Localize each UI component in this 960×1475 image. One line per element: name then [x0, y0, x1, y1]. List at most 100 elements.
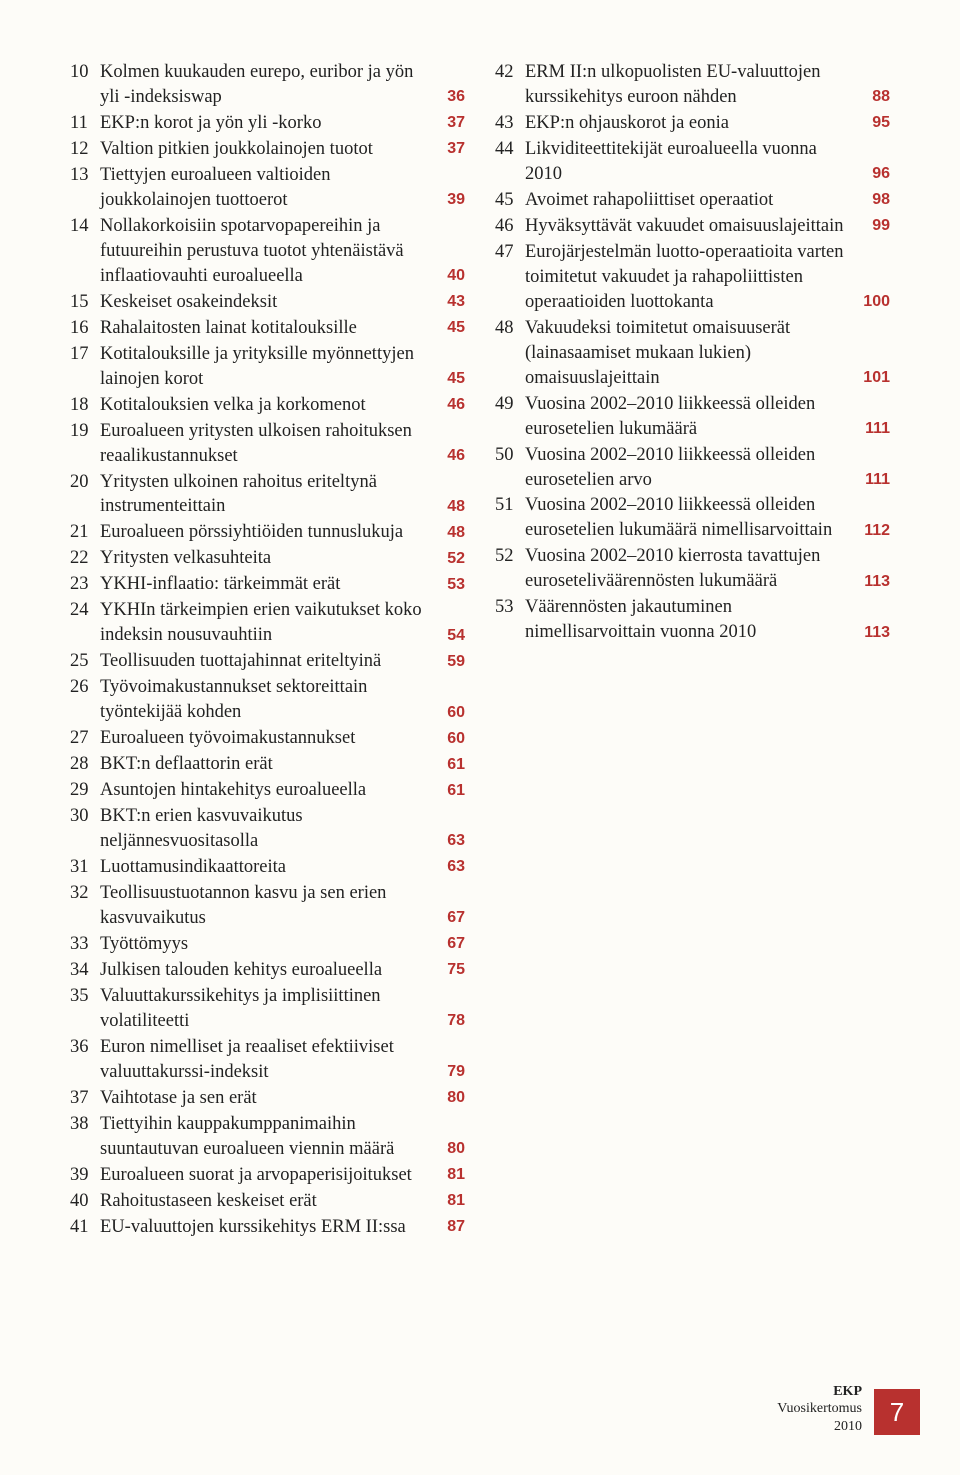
toc-entry: 41EU-valuuttojen kurssikehitys ERM II:ss…: [70, 1215, 465, 1240]
toc-number: 18: [70, 393, 100, 418]
toc-label: Vuosina 2002–2010 liikkeessä olleiden eu…: [525, 493, 850, 543]
toc-label-wrap: Yritysten ulkoinen rahoitus eriteltynä i…: [100, 470, 425, 520]
toc-number: 50: [495, 443, 525, 468]
toc-page: 78: [425, 1010, 465, 1034]
toc-columns: 10Kolmen kuukauden eurepo, euribor ja yö…: [70, 60, 890, 1241]
toc-entry: 50Vuosina 2002–2010 liikkeessä olleiden …: [495, 443, 890, 493]
toc-label: Eurojärjestelmän luotto-operaatioita var…: [525, 240, 850, 315]
toc-number: 10: [70, 60, 100, 85]
toc-label: Valuuttakurssikehitys ja implisiittinen …: [100, 984, 425, 1034]
toc-label-wrap: Työttömyys: [100, 932, 425, 957]
toc-label-wrap: BKT:n erien kasvuvaikutus neljännesvuosi…: [100, 804, 425, 854]
toc-label-wrap: Rahoitustaseen keskeiset erät: [100, 1189, 425, 1214]
toc-number: 34: [70, 958, 100, 983]
toc-number: 28: [70, 752, 100, 777]
toc-label: Avoimet rahapoliittiset operaatiot: [525, 188, 850, 213]
toc-page: 37: [425, 112, 465, 136]
toc-entry: 19Euroalueen yritysten ulkoisen rahoituk…: [70, 419, 465, 469]
toc-page: 37: [425, 138, 465, 162]
toc-label: EKP:n korot ja yön yli -korko: [100, 111, 425, 136]
toc-entry: 40Rahoitustaseen keskeiset erät81: [70, 1189, 465, 1214]
toc-number: 42: [495, 60, 525, 85]
toc-label: Keskeiset osakeindeksit: [100, 290, 425, 315]
toc-entry: 51Vuosina 2002–2010 liikkeessä olleiden …: [495, 493, 890, 543]
toc-label-wrap: BKT:n deflaattorin erät: [100, 752, 425, 777]
toc-label: Valtion pitkien joukkolainojen tuotot: [100, 137, 425, 162]
toc-entry: 11EKP:n korot ja yön yli -korko37: [70, 111, 465, 136]
toc-page: 112: [850, 520, 890, 544]
toc-page: 99: [850, 215, 890, 239]
toc-label-wrap: Keskeiset osakeindeksit: [100, 290, 425, 315]
toc-entry: 14Nollakorkoisiin spotarvopapereihin ja …: [70, 214, 465, 289]
toc-page: 46: [425, 394, 465, 418]
toc-entry: 49Vuosina 2002–2010 liikkeessä olleiden …: [495, 392, 890, 442]
toc-number: 35: [70, 984, 100, 1009]
toc-label: BKT:n erien kasvuvaikutus neljännesvuosi…: [100, 804, 425, 854]
toc-entry: 24YKHIn tärkeimpien erien vaikutukset ko…: [70, 598, 465, 648]
toc-number: 29: [70, 778, 100, 803]
toc-number: 44: [495, 137, 525, 162]
toc-label: Yritysten ulkoinen rahoitus eriteltynä i…: [100, 470, 425, 520]
toc-label-wrap: Vuosina 2002–2010 liikkeessä olleiden eu…: [525, 443, 850, 493]
toc-label-wrap: Työvoimakustannukset sektoreittain työnt…: [100, 675, 425, 725]
toc-page: 80: [425, 1087, 465, 1111]
toc-label-wrap: Teollisuuden tuottajahinnat eriteltyinä: [100, 649, 425, 674]
toc-label: Hyväksyttävät vakuudet omaisuuslajeittai…: [525, 214, 850, 239]
toc-entry: 34Julkisen talouden kehitys euroalueella…: [70, 958, 465, 983]
toc-entry: 47Eurojärjestelmän luotto-operaatioita v…: [495, 240, 890, 315]
toc-number: 30: [70, 804, 100, 829]
toc-entry: 31Luottamusindikaattoreita63: [70, 855, 465, 880]
toc-label: Kolmen kuukauden eurepo, euribor ja yön …: [100, 60, 425, 110]
toc-number: 39: [70, 1163, 100, 1188]
footer-page-number: 7: [874, 1389, 920, 1435]
toc-number: 53: [495, 595, 525, 620]
toc-label: Nollakorkoisiin spotarvopapereihin ja fu…: [100, 214, 425, 289]
toc-label-wrap: Asuntojen hintakehitys euroalueella: [100, 778, 425, 803]
toc-label-wrap: Vuosina 2002–2010 liikkeessä olleiden eu…: [525, 392, 850, 442]
toc-number: 22: [70, 546, 100, 571]
toc-label-wrap: Vaihtotase ja sen erät: [100, 1086, 425, 1111]
toc-number: 40: [70, 1189, 100, 1214]
toc-label-wrap: Hyväksyttävät vakuudet omaisuuslajeittai…: [525, 214, 850, 239]
toc-entry: 16Rahalaitosten lainat kotitalouksille45: [70, 316, 465, 341]
toc-label-wrap: ERM II:n ulkopuolisten EU-valuuttojen ku…: [525, 60, 850, 110]
toc-page: 87: [425, 1216, 465, 1240]
toc-entry: 48Vakuudeksi toimitetut omaisuuserät (la…: [495, 316, 890, 391]
toc-label: YKHIn tärkeimpien erien vaikutukset koko…: [100, 598, 425, 648]
toc-page: 63: [425, 830, 465, 854]
toc-page: 61: [425, 780, 465, 804]
toc-page: 40: [425, 265, 465, 289]
toc-entry: 45Avoimet rahapoliittiset operaatiot98: [495, 188, 890, 213]
toc-label-wrap: Yritysten velkasuhteita: [100, 546, 425, 571]
footer-year: 2010: [777, 1418, 862, 1436]
toc-label-wrap: Vakuudeksi toimitetut omaisuuserät (lain…: [525, 316, 850, 391]
toc-page: 95: [850, 112, 890, 136]
toc-page: 48: [425, 522, 465, 546]
toc-label-wrap: Vuosina 2002–2010 kierrosta tavattujen e…: [525, 544, 850, 594]
toc-page: 63: [425, 856, 465, 880]
toc-label-wrap: Euroalueen suorat ja arvopaperisijoituks…: [100, 1163, 425, 1188]
toc-entry: 38Tiettyihin kauppakumppanimaihin suunta…: [70, 1112, 465, 1162]
toc-label-wrap: Valuuttakurssikehitys ja implisiittinen …: [100, 984, 425, 1034]
toc-entry: 52Vuosina 2002–2010 kierrosta tavattujen…: [495, 544, 890, 594]
toc-label: Julkisen talouden kehitys euroalueella: [100, 958, 425, 983]
toc-label-wrap: Kotitalouksille ja yrityksille myönnetty…: [100, 342, 425, 392]
toc-page: 36: [425, 86, 465, 110]
left-column: 10Kolmen kuukauden eurepo, euribor ja yö…: [70, 60, 465, 1241]
toc-page: 67: [425, 907, 465, 931]
toc-label-wrap: EU-valuuttojen kurssikehitys ERM II:ssa: [100, 1215, 425, 1240]
toc-page: 80: [425, 1138, 465, 1162]
toc-entry: 42ERM II:n ulkopuolisten EU-valuuttojen …: [495, 60, 890, 110]
toc-page: 88: [850, 86, 890, 110]
toc-label-wrap: Likviditeettitekijät euroalueella vuonna…: [525, 137, 850, 187]
toc-label-wrap: Nollakorkoisiin spotarvopapereihin ja fu…: [100, 214, 425, 289]
toc-page: 96: [850, 163, 890, 187]
toc-label: Tiettyjen euroalueen valtioiden joukkola…: [100, 163, 425, 213]
toc-label: Luottamusindikaattoreita: [100, 855, 425, 880]
toc-number: 16: [70, 316, 100, 341]
toc-page: 45: [425, 317, 465, 341]
toc-page: 75: [425, 959, 465, 983]
toc-label: Euroalueen työvoimakustannukset: [100, 726, 425, 751]
toc-entry: 12Valtion pitkien joukkolainojen tuotot3…: [70, 137, 465, 162]
toc-page: 113: [850, 622, 890, 646]
